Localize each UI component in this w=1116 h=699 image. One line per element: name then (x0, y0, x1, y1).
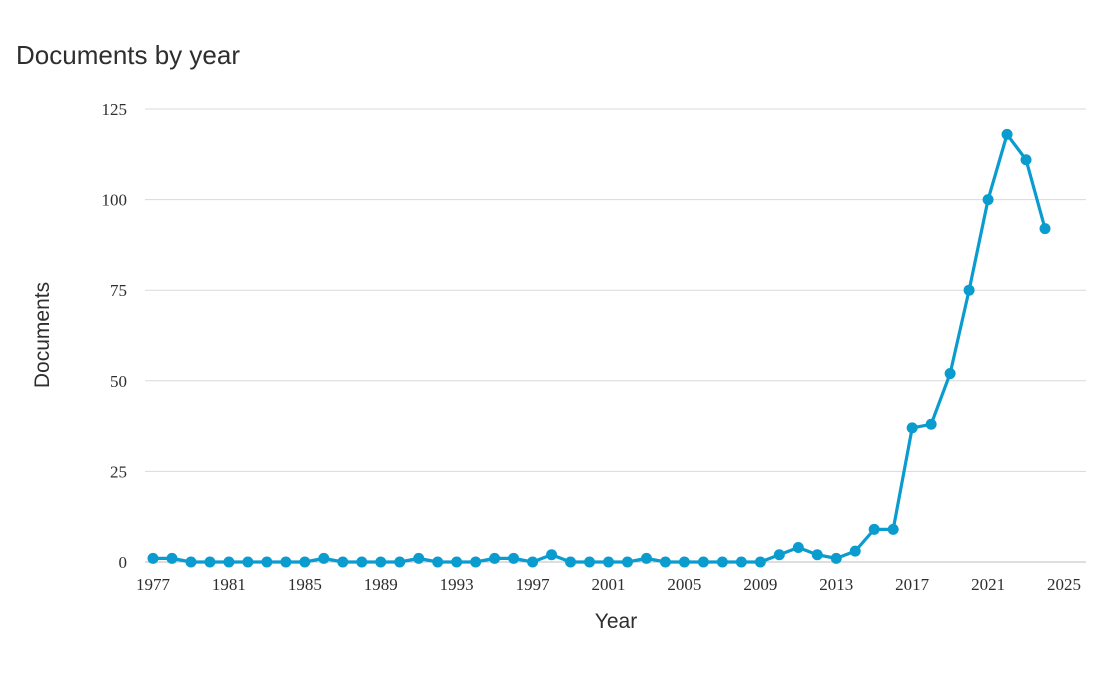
data-point-2018[interactable] (925, 418, 937, 430)
data-point-2008[interactable] (735, 556, 747, 568)
data-point-1979[interactable] (185, 556, 197, 568)
data-point-2016[interactable] (887, 523, 899, 535)
x-tick-label: 2025 (1047, 575, 1081, 594)
data-point-1991[interactable] (413, 552, 425, 564)
data-point-2003[interactable] (640, 552, 652, 564)
x-tick-label: 1997 (516, 575, 551, 594)
data-point-2022[interactable] (1001, 128, 1013, 140)
data-point-2007[interactable] (716, 556, 728, 568)
data-point-1987[interactable] (337, 556, 349, 568)
y-axis-label: Documents (31, 282, 54, 388)
data-point-2011[interactable] (792, 542, 804, 554)
data-point-2021[interactable] (982, 194, 994, 206)
data-point-1978[interactable] (166, 552, 178, 564)
data-point-1994[interactable] (470, 556, 482, 568)
data-point-1977[interactable] (147, 552, 159, 564)
y-tick-label: 100 (102, 191, 128, 210)
data-point-1988[interactable] (356, 556, 368, 568)
data-point-1998[interactable] (546, 549, 558, 561)
data-point-1997[interactable] (527, 556, 539, 568)
data-point-2009[interactable] (754, 556, 766, 568)
x-tick-label: 2013 (819, 575, 853, 594)
data-point-1980[interactable] (204, 556, 216, 568)
data-point-1986[interactable] (318, 552, 330, 564)
x-tick-label: 2021 (971, 575, 1005, 594)
series-line (151, 132, 1047, 564)
grid-lines (145, 108, 1086, 563)
x-tick-label: 2001 (592, 575, 626, 594)
data-point-2024[interactable] (1039, 223, 1051, 235)
data-point-2005[interactable] (678, 556, 690, 568)
data-point-1993[interactable] (451, 556, 463, 568)
x-tick-label: 1993 (440, 575, 474, 594)
x-tick-label: 2005 (667, 575, 701, 594)
x-tick-label: 1985 (288, 575, 322, 594)
chart-title: Documents by year (16, 40, 240, 70)
y-tick-label: 125 (102, 100, 128, 119)
x-tick-label: 1981 (212, 575, 246, 594)
data-point-2015[interactable] (868, 523, 880, 535)
y-axis-ticks: 0 25 50 75 100 125 (102, 100, 128, 572)
x-axis-ticks: 1977 1981 1985 1989 1993 1997 2001 2005 2009 2013… (136, 575, 1081, 594)
data-point-2014[interactable] (849, 545, 861, 557)
series-line-path (151, 132, 1047, 564)
data-point-2013[interactable] (830, 552, 842, 564)
x-tick-label: 2009 (743, 575, 777, 594)
data-point-1992[interactable] (432, 556, 444, 568)
data-point-2010[interactable] (773, 549, 785, 561)
y-tick-label: 75 (110, 281, 127, 300)
data-point-2020[interactable] (963, 284, 975, 296)
data-point-2012[interactable] (811, 549, 823, 561)
data-point-1985[interactable] (299, 556, 311, 568)
data-point-2000[interactable] (584, 556, 596, 568)
data-point-1996[interactable] (508, 552, 520, 564)
y-tick-label: 25 (110, 462, 127, 481)
y-tick-label: 0 (119, 553, 128, 572)
data-point-1981[interactable] (223, 556, 235, 568)
data-point-1983[interactable] (261, 556, 273, 568)
y-tick-label: 50 (110, 372, 127, 391)
data-point-1982[interactable] (242, 556, 254, 568)
data-point-2019[interactable] (944, 368, 956, 380)
data-point-1984[interactable] (280, 556, 292, 568)
x-tick-label: 1977 (136, 575, 171, 594)
x-tick-label: 1989 (364, 575, 398, 594)
data-point-2002[interactable] (621, 556, 633, 568)
x-tick-label: 2017 (895, 575, 930, 594)
data-point-1999[interactable] (565, 556, 577, 568)
data-point-1989[interactable] (375, 556, 387, 568)
data-point-2023[interactable] (1020, 154, 1032, 166)
data-point-2004[interactable] (659, 556, 671, 568)
x-axis-label: Year (595, 610, 637, 633)
data-point-2001[interactable] (603, 556, 614, 568)
data-point-1990[interactable] (394, 556, 406, 568)
data-point-2017[interactable] (906, 422, 918, 434)
series-points (147, 128, 1051, 568)
data-point-1995[interactable] (489, 552, 501, 564)
data-point-2006[interactable] (697, 556, 709, 568)
